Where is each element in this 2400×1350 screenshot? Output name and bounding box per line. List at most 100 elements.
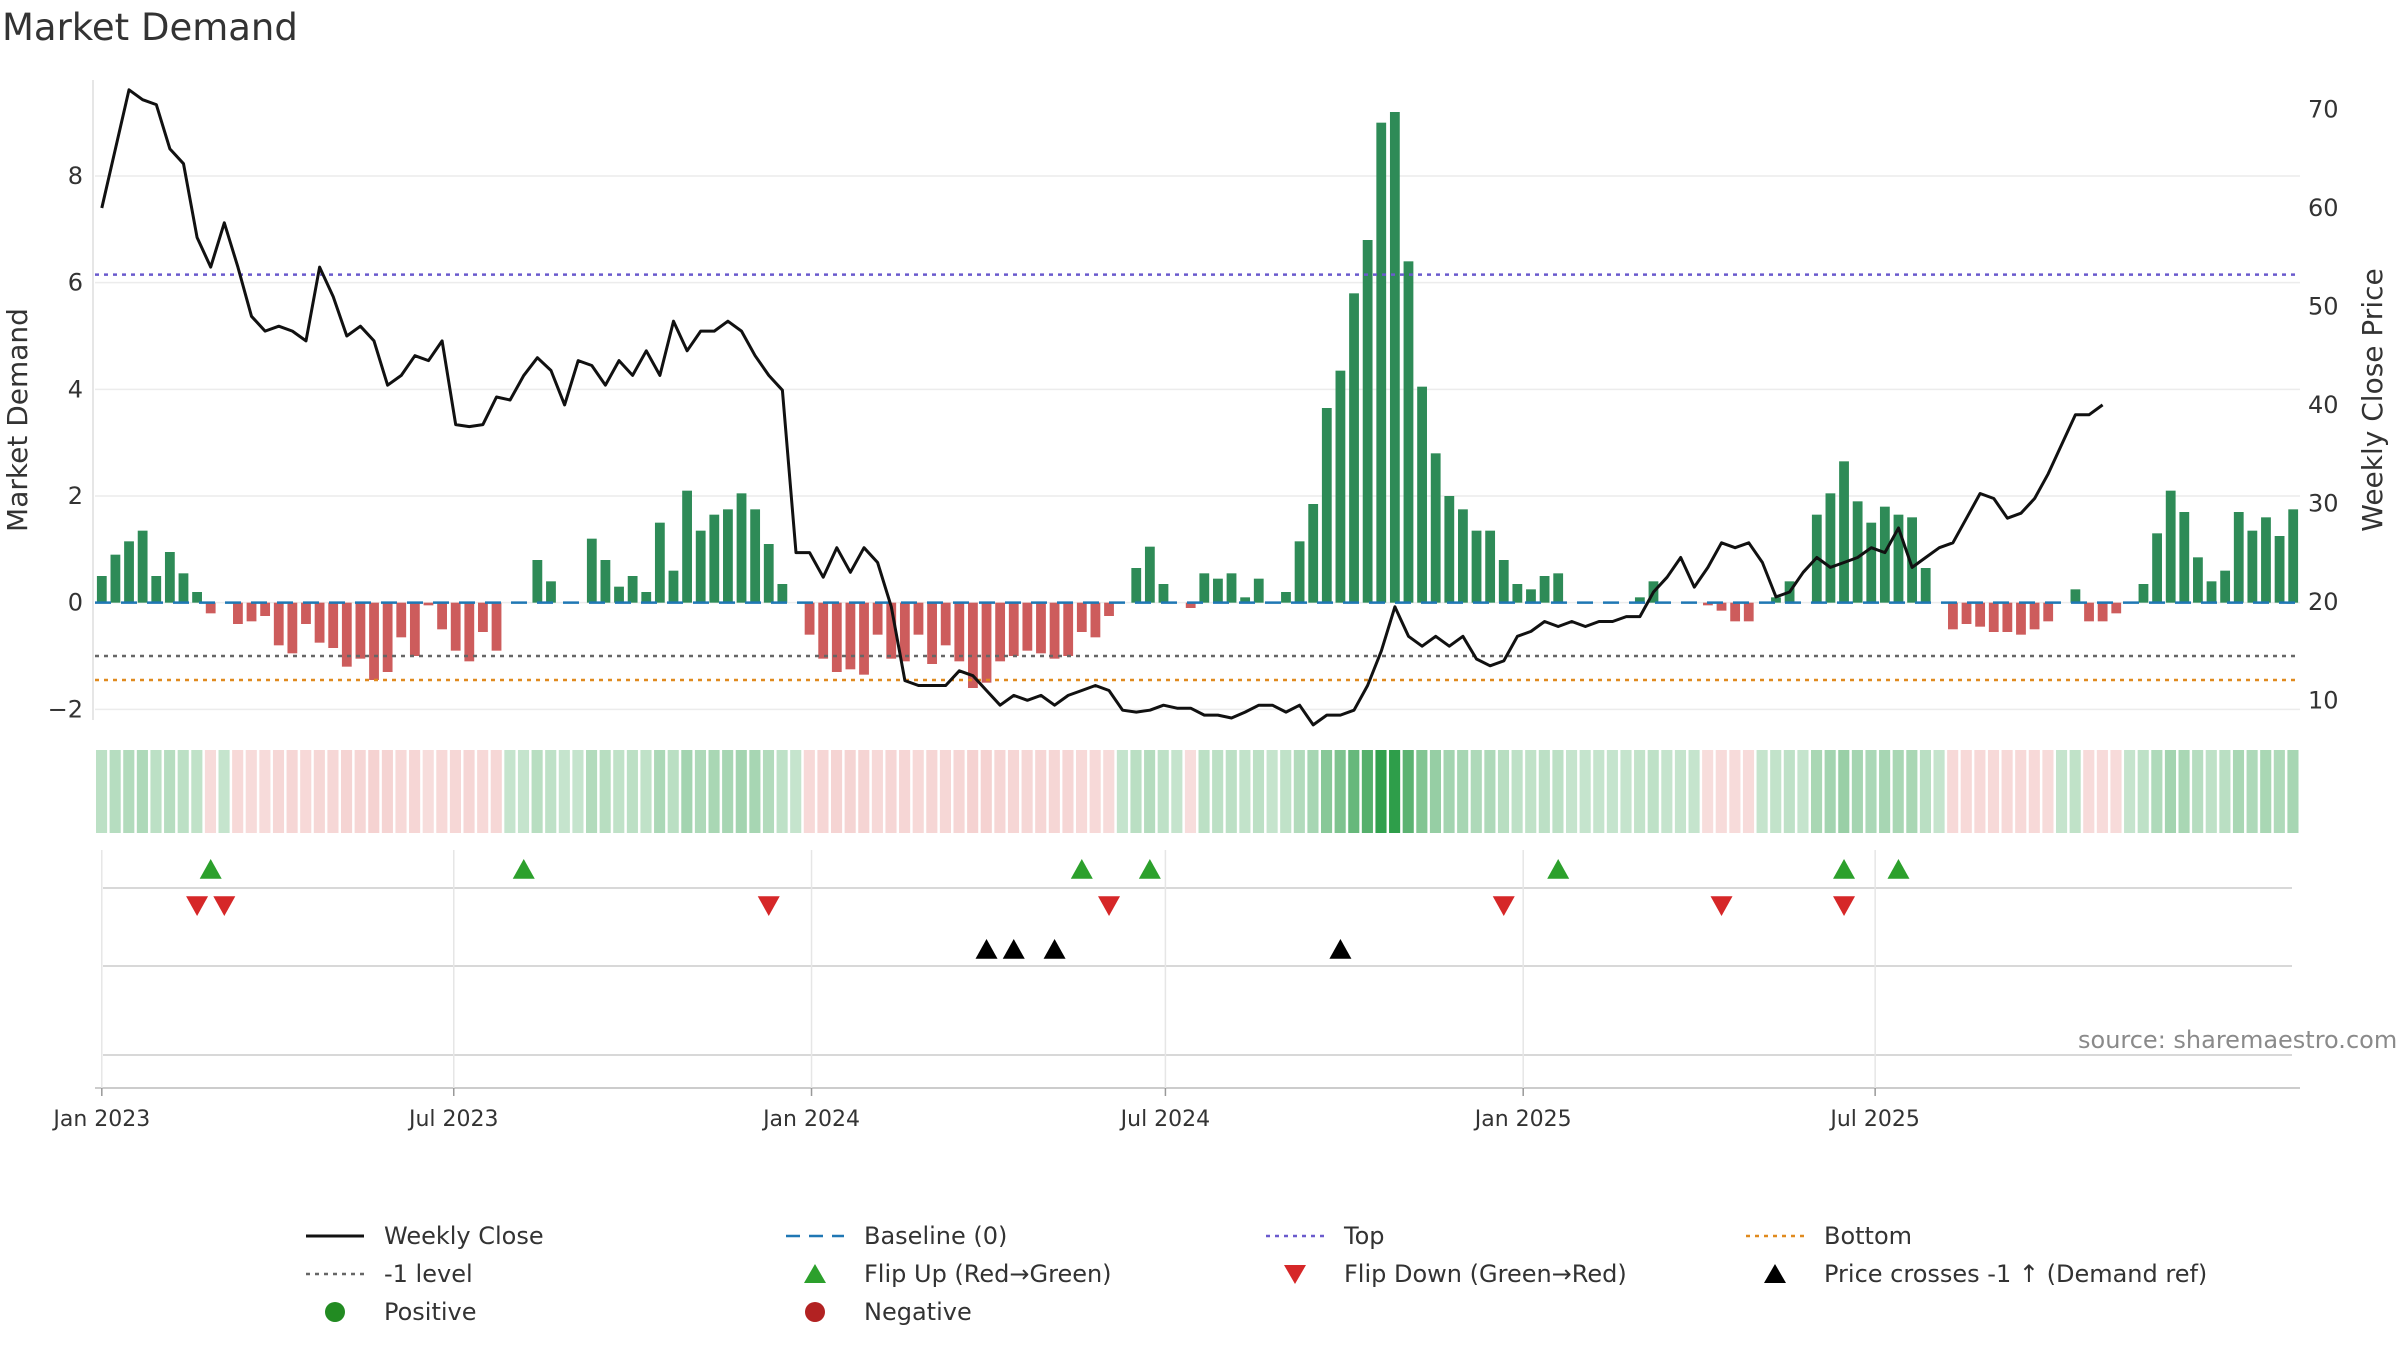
demand-bar (1362, 240, 1373, 603)
state-strip-cell (259, 750, 271, 833)
state-strip-cell (885, 750, 897, 833)
legend-label: Top (1344, 1222, 1385, 1250)
demand-bar (110, 554, 121, 603)
state-strip-cell (708, 750, 720, 833)
legend-symbol-icon (1266, 1234, 1324, 1238)
demand-bar (1771, 597, 1781, 603)
state-strip-cell (1048, 750, 1060, 833)
demand-bar (1008, 602, 1019, 656)
flip-up-marker (512, 859, 535, 879)
legend-symbol-icon (325, 1302, 345, 1322)
state-strip-cell (409, 750, 421, 833)
demand-bar (246, 602, 257, 622)
demand-bar (369, 602, 379, 680)
demand-bar (1253, 578, 1264, 603)
legend-symbol-icon (804, 1264, 826, 1283)
flip-up-marker (1070, 859, 1093, 879)
demand-bar (954, 602, 965, 662)
state-strip-cell (1783, 750, 1795, 833)
state-strip-cell (2001, 750, 2013, 833)
flip-up-marker (199, 859, 222, 879)
legend-label: -1 level (384, 1260, 473, 1288)
state-strip-cell (2028, 750, 2040, 833)
flip-up-marker (1138, 859, 1161, 879)
state-strip-cell (1144, 750, 1156, 833)
legend-label: Price crosses -1 ↑ (Demand ref) (1824, 1260, 2208, 1288)
state-strip-cell (1851, 750, 1863, 833)
demand-bar (464, 602, 475, 662)
state-strip-cell (1321, 750, 1333, 833)
demand-bar (682, 490, 692, 603)
state-strip-cell (1334, 750, 1346, 833)
state-strip-cell (2015, 750, 2027, 833)
state-strip-cell (1566, 750, 1578, 833)
demand-bar (981, 602, 992, 683)
state-strip-cell (722, 750, 734, 833)
chart-title: Market Demand (2, 6, 298, 49)
right-tick-label: 30 (2308, 489, 2339, 517)
demand-bar (233, 602, 243, 624)
demand-bar (723, 509, 733, 603)
price-cross-marker (1329, 939, 1352, 959)
x-tick-label: Jul 2025 (1828, 1107, 1920, 1132)
demand-bar (328, 602, 339, 648)
demand-bar (1988, 602, 1999, 632)
right-tick-label: 10 (2308, 686, 2339, 714)
legend-item: Top (1260, 1218, 1385, 1254)
market-demand-chart: −2 0 2 4 6 8 10 20 30 40 50 60 70 Market Demand Weekly… (1, 80, 2389, 1132)
state-strip-cell (232, 750, 244, 833)
left-axis-label: Market Demand (1, 308, 34, 532)
state-strip-cell (1770, 750, 1782, 833)
x-tick-label: Jul 2024 (1119, 1107, 1211, 1132)
state-strip-cell (1593, 750, 1605, 833)
state-strip-cell (803, 750, 815, 833)
state-strip-cell (2205, 750, 2217, 833)
demand-bar (845, 602, 856, 670)
demand-bar (2111, 602, 2122, 614)
legend-symbol-icon (306, 1234, 364, 1238)
weekly-close-line (100, 88, 2104, 727)
state-strip-cell (1076, 750, 1088, 833)
demand-bar (1308, 504, 1319, 603)
state-strip-cell (2110, 750, 2122, 833)
right-tick-label: 70 (2308, 96, 2339, 124)
x-tick-label: Jan 2024 (761, 1107, 860, 1132)
state-strip-cell (694, 750, 706, 833)
state-strip-cell (1103, 750, 1115, 833)
flip-down-marker (757, 896, 780, 916)
legend-symbol-icon (805, 1302, 825, 1322)
state-strip-cell (341, 750, 353, 833)
state-strip-cell (1198, 750, 1210, 833)
demand-bar (1879, 506, 1890, 603)
demand-bar (2152, 533, 2162, 603)
demand-bar (382, 602, 393, 672)
state-strip-cell (545, 750, 557, 833)
demand-bar (2247, 530, 2258, 603)
state-strip-cell (2164, 750, 2176, 833)
demand-bar (355, 602, 366, 659)
state-strip-cell (681, 750, 693, 833)
demand-bar (1444, 496, 1455, 603)
state-strip-cell (436, 750, 448, 833)
demand-bar (2179, 512, 2190, 603)
state-strip-cell (844, 750, 856, 833)
state-strip-cell (2151, 750, 2163, 833)
legend-symbol-icon (1746, 1234, 1804, 1238)
state-strip-cell (1348, 750, 1360, 833)
state-strip-cell (626, 750, 638, 833)
state-strip-cell (449, 750, 461, 833)
state-strip-cell (1892, 750, 1904, 833)
state-strip-cell (2083, 750, 2095, 833)
legend-symbol-icon (1764, 1264, 1786, 1283)
state-strip-cell (1974, 750, 1986, 833)
flip-down-marker (1098, 896, 1121, 916)
demand-bar (1417, 386, 1427, 603)
state-strip-cell (1389, 750, 1401, 833)
demand-bar (396, 602, 407, 638)
demand-bar (1349, 293, 1359, 603)
legend-symbol-icon (1284, 1265, 1306, 1284)
demand-bar (2084, 602, 2094, 622)
demand-bar (1281, 592, 1291, 603)
state-strip-cell (1130, 750, 1142, 833)
state-strip-cell (1906, 750, 1918, 833)
